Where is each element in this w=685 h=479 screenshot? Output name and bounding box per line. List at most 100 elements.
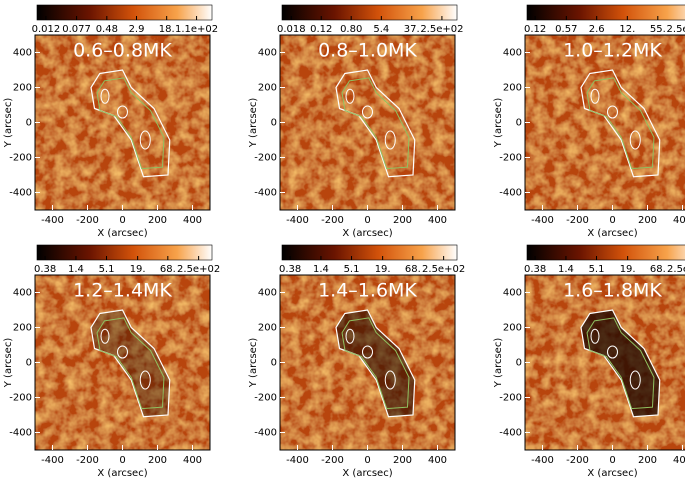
colorbar-tick-label: 19. <box>620 264 636 275</box>
contour-green <box>341 77 410 170</box>
y-tick-label: 200 <box>503 83 522 94</box>
contour-inner <box>629 370 641 390</box>
contour-inner <box>345 328 355 344</box>
contour-inner <box>117 345 128 359</box>
colorbar-tick-label: 1.1e+02 <box>175 24 218 35</box>
colorbar-tick-label: 5.1 <box>589 264 605 275</box>
y-tick-label: -200 <box>9 393 32 404</box>
y-axis-label: Y (arcsec) <box>248 98 259 149</box>
y-tick-label: 200 <box>258 83 277 94</box>
colorbar-tick-label: 0.012 <box>32 24 61 35</box>
contour-inner <box>117 105 128 119</box>
x-tick-label: 200 <box>148 455 167 466</box>
contour-inner <box>100 328 110 344</box>
colorbar-tick-label: 2.5e+02 <box>420 24 463 35</box>
colorbar-tick-label: 68. <box>650 264 666 275</box>
colorbar-tick-label: 12. <box>619 24 635 35</box>
x-tick-label: 0 <box>609 455 615 466</box>
contour-green <box>586 77 655 170</box>
colorbar <box>36 4 213 21</box>
y-tick-label: -400 <box>9 428 32 439</box>
colorbar-tick-label: 0.38 <box>524 264 546 275</box>
contour-inner <box>362 105 373 119</box>
panel-title: 1.2–1.4MK <box>73 280 172 302</box>
colorbar-tick-label: 2.5e+02 <box>177 264 220 275</box>
contour-outer <box>90 69 171 178</box>
y-tick-label: 400 <box>258 48 277 59</box>
colorbar-tick-label: 5.4 <box>373 24 389 35</box>
panel: 0.012 0.077 0.48 2.9 18. 1.1e+020.6–0.8MK -400… <box>3 4 218 239</box>
contour-inner <box>100 88 110 104</box>
colorbar-tick-label: 0.57 <box>555 24 577 35</box>
dark-region <box>581 310 660 417</box>
contour-outer <box>580 69 661 178</box>
dark-region <box>91 310 170 417</box>
x-tick-label: 400 <box>673 455 685 466</box>
x-tick-label: -200 <box>566 455 589 466</box>
colorbar-tick-label: 68. <box>160 264 176 275</box>
colorbar-tick-label: 37. <box>404 24 420 35</box>
x-tick-label: 200 <box>638 455 657 466</box>
panel-title: 1.0–1.2MK <box>563 40 662 62</box>
image <box>525 275 685 450</box>
colorbar-tick-label: 2.5e+02 <box>667 24 685 35</box>
y-tick-label: 0 <box>516 358 522 369</box>
y-tick-label: 400 <box>503 48 522 59</box>
colorbar <box>36 244 213 261</box>
contour-inner <box>345 88 355 104</box>
y-tick-label: 0 <box>271 358 277 369</box>
colorbar-tick-label: 5.1 <box>344 264 360 275</box>
colorbar-tick-label: 0.12 <box>524 24 546 35</box>
contour-outer <box>90 309 171 418</box>
colorbar-tick-label: 2.9 <box>129 24 145 35</box>
x-tick-label: -200 <box>76 455 99 466</box>
colorbar <box>526 4 685 21</box>
colorbar-tick-label: 19. <box>130 264 146 275</box>
x-tick-label: 400 <box>428 215 447 226</box>
x-axis-label: X (arcsec) <box>342 228 392 239</box>
x-tick-label: 400 <box>183 455 202 466</box>
contour-inner <box>139 130 151 150</box>
y-tick-label: 400 <box>13 288 32 299</box>
x-tick-label: 400 <box>673 215 685 226</box>
contour-inner <box>362 345 373 359</box>
image <box>35 275 210 450</box>
colorbar-tick-label: 68. <box>405 264 421 275</box>
contour-inner <box>139 370 151 390</box>
panel-title: 0.8–1.0MK <box>318 40 417 62</box>
x-tick-label: 400 <box>183 215 202 226</box>
image <box>280 35 455 210</box>
x-axis-label: X (arcsec) <box>342 468 392 479</box>
y-tick-label: 0 <box>26 358 32 369</box>
y-tick-label: 200 <box>258 323 277 334</box>
x-tick-label: -400 <box>286 215 309 226</box>
x-axis-label: X (arcsec) <box>587 468 637 479</box>
x-tick-label: 200 <box>638 215 657 226</box>
y-tick-label: -400 <box>254 428 277 439</box>
x-tick-label: 200 <box>393 215 412 226</box>
y-tick-label: 0 <box>26 118 32 129</box>
x-tick-label: -400 <box>286 455 309 466</box>
y-tick-label: 0 <box>271 118 277 129</box>
contour-green <box>96 77 165 170</box>
contour-inner <box>607 345 618 359</box>
colorbar <box>526 244 685 261</box>
x-axis-label: X (arcsec) <box>97 228 147 239</box>
colorbar-tick-label: 1.4 <box>558 264 574 275</box>
contour-green <box>96 317 165 410</box>
contour-outer <box>580 309 661 418</box>
colorbar-tick-label: 0.48 <box>96 24 118 35</box>
x-tick-label: -200 <box>76 215 99 226</box>
y-tick-label: -200 <box>254 393 277 404</box>
y-tick-label: -200 <box>9 153 32 164</box>
contour-inner <box>590 328 600 344</box>
colorbar-tick-label: 1.4 <box>68 264 84 275</box>
panel: 0.018 0.12 0.80 5.4 37. 2.5e+020.8–1.0MK -400 -… <box>248 4 463 239</box>
x-axis-label: X (arcsec) <box>587 228 637 239</box>
x-tick-label: -200 <box>321 455 344 466</box>
y-tick-label: 400 <box>13 48 32 59</box>
colorbar-tick-label: 19. <box>375 264 391 275</box>
colorbar-tick-label: 2.5e+02 <box>667 264 685 275</box>
x-axis-label: X (arcsec) <box>97 468 147 479</box>
y-tick-label: -200 <box>499 393 522 404</box>
